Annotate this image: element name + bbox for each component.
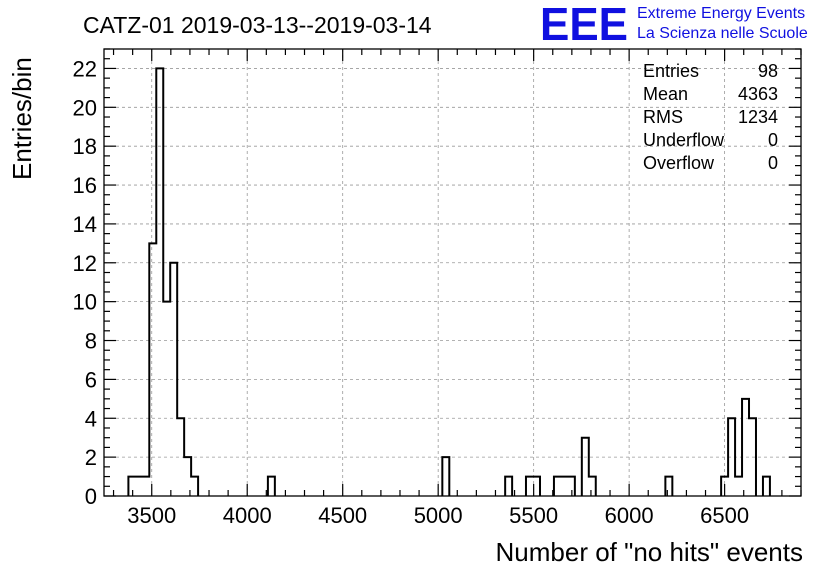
x-tick-label: 3500 — [127, 503, 176, 528]
y-tick-label: 0 — [85, 484, 97, 509]
stats-value: 0 — [768, 130, 778, 150]
histogram-step-outline — [580, 436, 597, 496]
y-tick-label: 22 — [73, 56, 97, 81]
histogram-bin — [442, 457, 449, 496]
eee-logo: EEE Extreme Energy Events La Scienza nel… — [540, 0, 808, 50]
stats-label: Entries — [643, 61, 699, 81]
histogram-bin — [526, 477, 533, 496]
y-tick-labels: 0 2 4 6 8 10 12 14 16 18 20 22 — [73, 56, 97, 509]
plot-frame — [103, 48, 802, 497]
histogram-bin — [742, 399, 749, 496]
y-tick-label: 14 — [73, 212, 97, 237]
histogram-step-outline — [552, 475, 576, 496]
stats-label: Mean — [643, 84, 688, 104]
histogram-bin — [156, 68, 163, 496]
histogram-bin — [763, 477, 770, 496]
histogram-bin — [163, 302, 170, 496]
histogram-step-outline — [720, 397, 757, 496]
histogram-bin — [749, 418, 756, 496]
x-tick-label: 5000 — [414, 503, 463, 528]
x-tick-label: 4000 — [223, 503, 272, 528]
y-tick-label: 6 — [85, 367, 97, 392]
y-tick-label: 12 — [73, 251, 97, 276]
histogram-bin — [177, 418, 184, 496]
x-tick-label: 4500 — [318, 503, 367, 528]
y-tick-label: 2 — [85, 445, 97, 470]
y-tick-label: 18 — [73, 134, 97, 159]
stats-value: 1234 — [738, 107, 778, 127]
histogram-bin — [170, 263, 177, 496]
y-tick-label: 20 — [73, 95, 97, 120]
y-axis-label: Entries/bin — [7, 57, 37, 180]
grid-lines — [104, 49, 801, 496]
histogram-bin — [191, 477, 198, 496]
histogram-step-outline — [127, 67, 200, 496]
stats-label: RMS — [643, 107, 683, 127]
histogram-bin — [142, 477, 149, 496]
eee-logo-mark: EEE — [540, 0, 628, 50]
y-tick-label: 10 — [73, 290, 97, 315]
y-tick-label: 4 — [85, 406, 97, 431]
stats-value: 98 — [758, 61, 778, 81]
histogram-step-outline — [441, 456, 451, 496]
histogram-step-outline — [761, 475, 771, 496]
stats-label: Overflow — [643, 153, 715, 173]
histogram-bin — [135, 477, 142, 496]
histogram-bin — [149, 243, 156, 496]
histogram-bars — [127, 67, 771, 496]
histogram-bin — [728, 418, 735, 496]
stats-value: 0 — [768, 153, 778, 173]
logo-line-2: La Scienza nelle Scuole — [637, 25, 808, 42]
histogram-step-outline — [664, 475, 674, 496]
histogram-bin — [554, 477, 561, 496]
histogram-bin — [665, 477, 672, 496]
stats-value: 4363 — [738, 84, 778, 104]
histogram-bin — [735, 477, 742, 496]
logo-line-1: Extreme Energy Events — [637, 5, 805, 22]
chart-title: CATZ-01 2019-03-13--2019-03-14 — [83, 12, 432, 38]
y-tick-label: 16 — [73, 173, 97, 198]
histogram-bin — [268, 477, 275, 496]
x-tick-label: 6500 — [700, 503, 749, 528]
histogram-bin — [561, 477, 568, 496]
x-tick-label: 5500 — [509, 503, 558, 528]
histogram-bin — [582, 438, 589, 496]
axis-ticks — [104, 48, 802, 497]
x-tick-label: 6000 — [605, 503, 654, 528]
x-tick-labels: 3500 4000 4500 5000 5500 6000 6500 — [127, 503, 749, 528]
histogram-bin — [128, 477, 135, 496]
histogram-bin — [589, 477, 596, 496]
histogram-bin — [505, 477, 512, 496]
y-tick-label: 8 — [85, 329, 97, 354]
histogram-step-outline — [504, 475, 514, 496]
histogram-step-outline — [524, 475, 542, 496]
statistics-box: Entries 98 Mean 4363 RMS 1234 Underflow 0 Overfl… — [643, 61, 778, 173]
x-axis-label: Number of "no hits" events — [496, 537, 804, 567]
stats-label: Underflow — [643, 130, 725, 150]
histogram-step-outline — [266, 475, 276, 496]
